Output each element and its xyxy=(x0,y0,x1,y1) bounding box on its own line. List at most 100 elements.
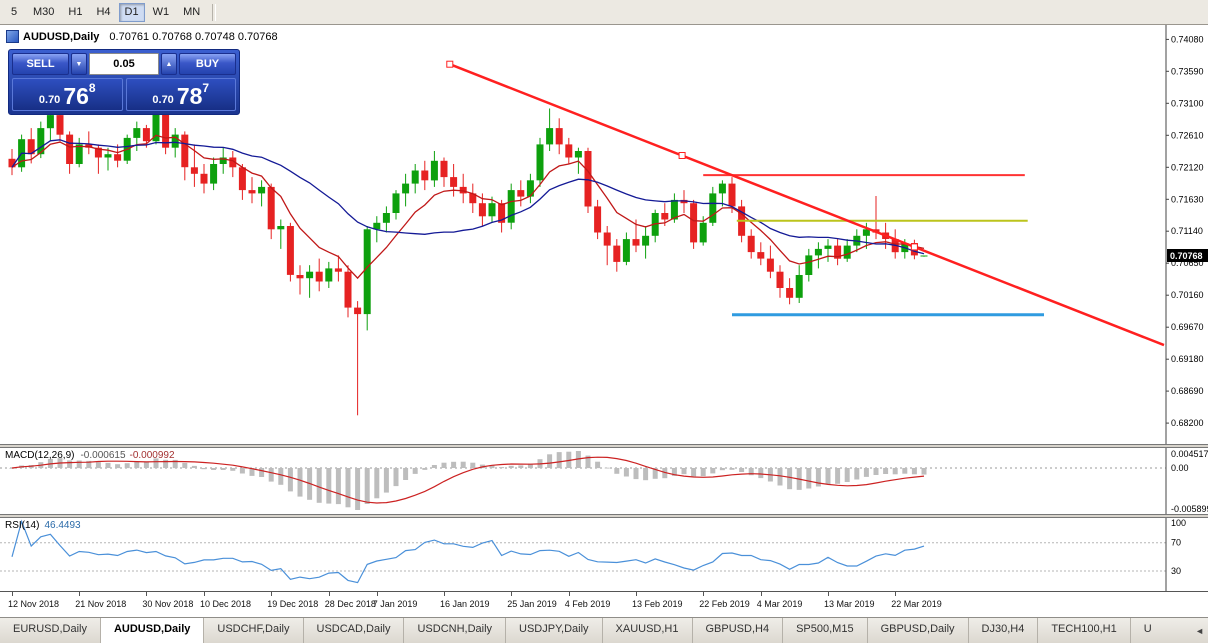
bid-price-pip-digit: 8 xyxy=(88,81,96,95)
chart-tab-gbpusd-daily[interactable]: GBPUSD,Daily xyxy=(867,618,969,643)
macd-panel: 0.004517 0.00 -0.005899 MACD(12,26,9) -0.00… xyxy=(0,448,1208,514)
date-label: 4 Mar 2019 xyxy=(756,599,803,609)
macd-axis-zero-label: 0.00 xyxy=(1171,463,1189,473)
price-tick-label: 0.70160 xyxy=(1171,290,1204,300)
date-axis[interactable]: 12 Nov 2018 21 Nov 2018 30 Nov 2018 10 Dec … xyxy=(0,591,1208,617)
ask-price-display[interactable]: 0.70 78 7 xyxy=(125,78,236,111)
timeframe-toolbar: 5 M30 H1 H4 D1 W1 MN xyxy=(0,0,1208,25)
chart-tab-sp500-m15[interactable]: SP500,M15 xyxy=(783,618,868,643)
chart-tab-xauusd-h1[interactable]: XAUUSD,H1 xyxy=(602,618,693,643)
ask-price-pip-digit: 7 xyxy=(202,81,210,95)
chart-tab-usdchf-daily[interactable]: USDCHF,Daily xyxy=(204,618,304,643)
price-tick-label: 0.72610 xyxy=(1171,130,1204,140)
price-tick-label: 0.71140 xyxy=(1171,226,1203,236)
price-tick-label: 0.68690 xyxy=(1171,386,1204,396)
date-tick xyxy=(636,592,637,596)
date-label: 30 Nov 2018 xyxy=(142,599,194,609)
price-tick-label: 0.74080 xyxy=(1171,34,1204,44)
volume-input[interactable] xyxy=(89,53,159,75)
ma-fast[interactable] xyxy=(11,134,925,280)
ask-price-big-digits: 78 xyxy=(176,83,203,110)
timeframe-button-m30[interactable]: M30 xyxy=(27,3,60,22)
date-label: 21 Nov 2018 xyxy=(75,599,127,609)
date-label: 28 Dec 2018 xyxy=(324,599,376,609)
chart-tab-bar: EURUSD,Daily AUDUSD,Daily USDCHF,Daily USDC… xyxy=(0,617,1208,643)
timeframe-button-h4[interactable]: H4 xyxy=(90,3,116,22)
chart-tab-usdcad-daily[interactable]: USDCAD,Daily xyxy=(303,618,405,643)
trendline-handle[interactable] xyxy=(446,60,454,68)
current-price-label: 0.70768 xyxy=(1170,251,1203,261)
chart-tab-gbpusd-h4[interactable]: GBPUSD,H4 xyxy=(692,618,784,643)
main-chart-panel: 0.74080 0.73590 0.73100 0.72610 0.72120 0.716… xyxy=(0,25,1208,444)
timeframe-button-w1[interactable]: W1 xyxy=(147,3,176,22)
date-label: 4 Feb 2019 xyxy=(564,599,611,609)
date-tick xyxy=(828,592,829,596)
date-tick xyxy=(511,592,513,596)
date-label: 22 Feb 2019 xyxy=(699,599,750,609)
timeframe-button-d1[interactable]: D1 xyxy=(118,2,145,22)
panel-splitter[interactable] xyxy=(0,514,1208,518)
timeframe-button-h1[interactable]: H1 xyxy=(62,3,88,22)
date-label: 13 Feb 2019 xyxy=(632,599,683,609)
rsi-axis-label: 100 xyxy=(1171,518,1186,528)
price-tick-label: 0.70650 xyxy=(1171,258,1204,268)
macd-canvas[interactable]: 0.004517 0.00 -0.005899 xyxy=(0,448,1208,514)
date-tick xyxy=(204,592,205,596)
rsi-line xyxy=(11,519,925,584)
price-chart-canvas[interactable]: 0.74080 0.73590 0.73100 0.72610 0.72120 0.716… xyxy=(0,25,1208,444)
sell-button[interactable]: SELL xyxy=(12,53,69,75)
volume-increase-button[interactable]: ▲ xyxy=(161,53,177,75)
chart-tab-usdjpy-daily[interactable]: USDJPY,Daily xyxy=(506,618,603,643)
trade-prices-row: 0.70 76 8 0.70 78 7 xyxy=(12,78,236,111)
timeframe-button-mn[interactable]: MN xyxy=(177,3,206,22)
date-tick xyxy=(703,592,705,596)
timeframe-button-5[interactable]: 5 xyxy=(3,3,25,22)
trendline-handle[interactable] xyxy=(678,152,686,159)
date-tick xyxy=(271,592,273,596)
ma-slow[interactable] xyxy=(11,139,925,255)
bid-price-display[interactable]: 0.70 76 8 xyxy=(12,78,123,111)
price-tick-label: 0.72120 xyxy=(1171,162,1204,172)
date-tick xyxy=(146,592,148,596)
date-tick xyxy=(895,592,897,596)
chart-tab-usdcnh-daily[interactable]: USDCNH,Daily xyxy=(404,618,507,643)
macd-axis-bottom-label: -0.005899 xyxy=(1171,504,1208,514)
rsi-panel: 100 70 30 RSI(14) 46.4493 xyxy=(0,518,1208,591)
date-tick xyxy=(568,592,570,596)
chart-area: 0.74080 0.73590 0.73100 0.72610 0.72120 0.716… xyxy=(0,25,1208,617)
price-tick-label: 0.69180 xyxy=(1171,354,1204,364)
date-label: 7 Jan 2019 xyxy=(372,599,418,609)
date-label: 12 Nov 2018 xyxy=(8,599,60,609)
bid-price-big-digits: 76 xyxy=(63,83,89,110)
date-label: 19 Dec 2018 xyxy=(267,599,319,609)
date-label: 13 Mar 2019 xyxy=(824,599,875,609)
trendline-handle[interactable] xyxy=(910,243,918,251)
volume-decrease-button[interactable]: ▼ xyxy=(71,53,87,75)
macd-signal-line xyxy=(11,456,925,504)
rsi-axis-label: 70 xyxy=(1171,538,1181,548)
chart-tab-eurusd-daily[interactable]: EURUSD,Daily xyxy=(0,618,101,643)
buy-button[interactable]: BUY xyxy=(179,53,236,75)
candlesticks xyxy=(8,98,928,416)
date-label: 16 Jan 2019 xyxy=(440,599,490,609)
trade-controls-row: SELL ▼ ▲ BUY xyxy=(12,53,236,75)
date-label: 10 Dec 2018 xyxy=(200,599,252,609)
date-tick xyxy=(376,592,378,596)
panel-splitter[interactable] xyxy=(0,444,1208,448)
macd-histogram xyxy=(9,451,927,510)
chart-tab-u[interactable]: U xyxy=(1130,618,1208,643)
ask-price-prefix: 0.70 xyxy=(152,93,174,106)
chart-tab-audusd-daily[interactable]: AUDUSD,Daily xyxy=(100,618,205,643)
rsi-canvas[interactable]: 100 70 30 xyxy=(0,518,1208,591)
chart-tab-tech100-h1[interactable]: TECH100,H1 xyxy=(1038,618,1131,643)
date-tick xyxy=(79,592,81,596)
tab-scroll-left-icon[interactable]: ◄ xyxy=(1195,626,1204,636)
bid-price-prefix: 0.70 xyxy=(38,93,61,106)
chart-tab-dj30-h4[interactable]: DJ30,H4 xyxy=(968,618,1039,643)
macd-axis-top-label: 0.004517 xyxy=(1171,449,1208,459)
descending-trendline[interactable] xyxy=(449,63,1165,347)
toolbar-divider xyxy=(212,3,217,21)
rsi-axis-label: 30 xyxy=(1171,566,1181,576)
price-tick-label: 0.73100 xyxy=(1171,98,1204,108)
